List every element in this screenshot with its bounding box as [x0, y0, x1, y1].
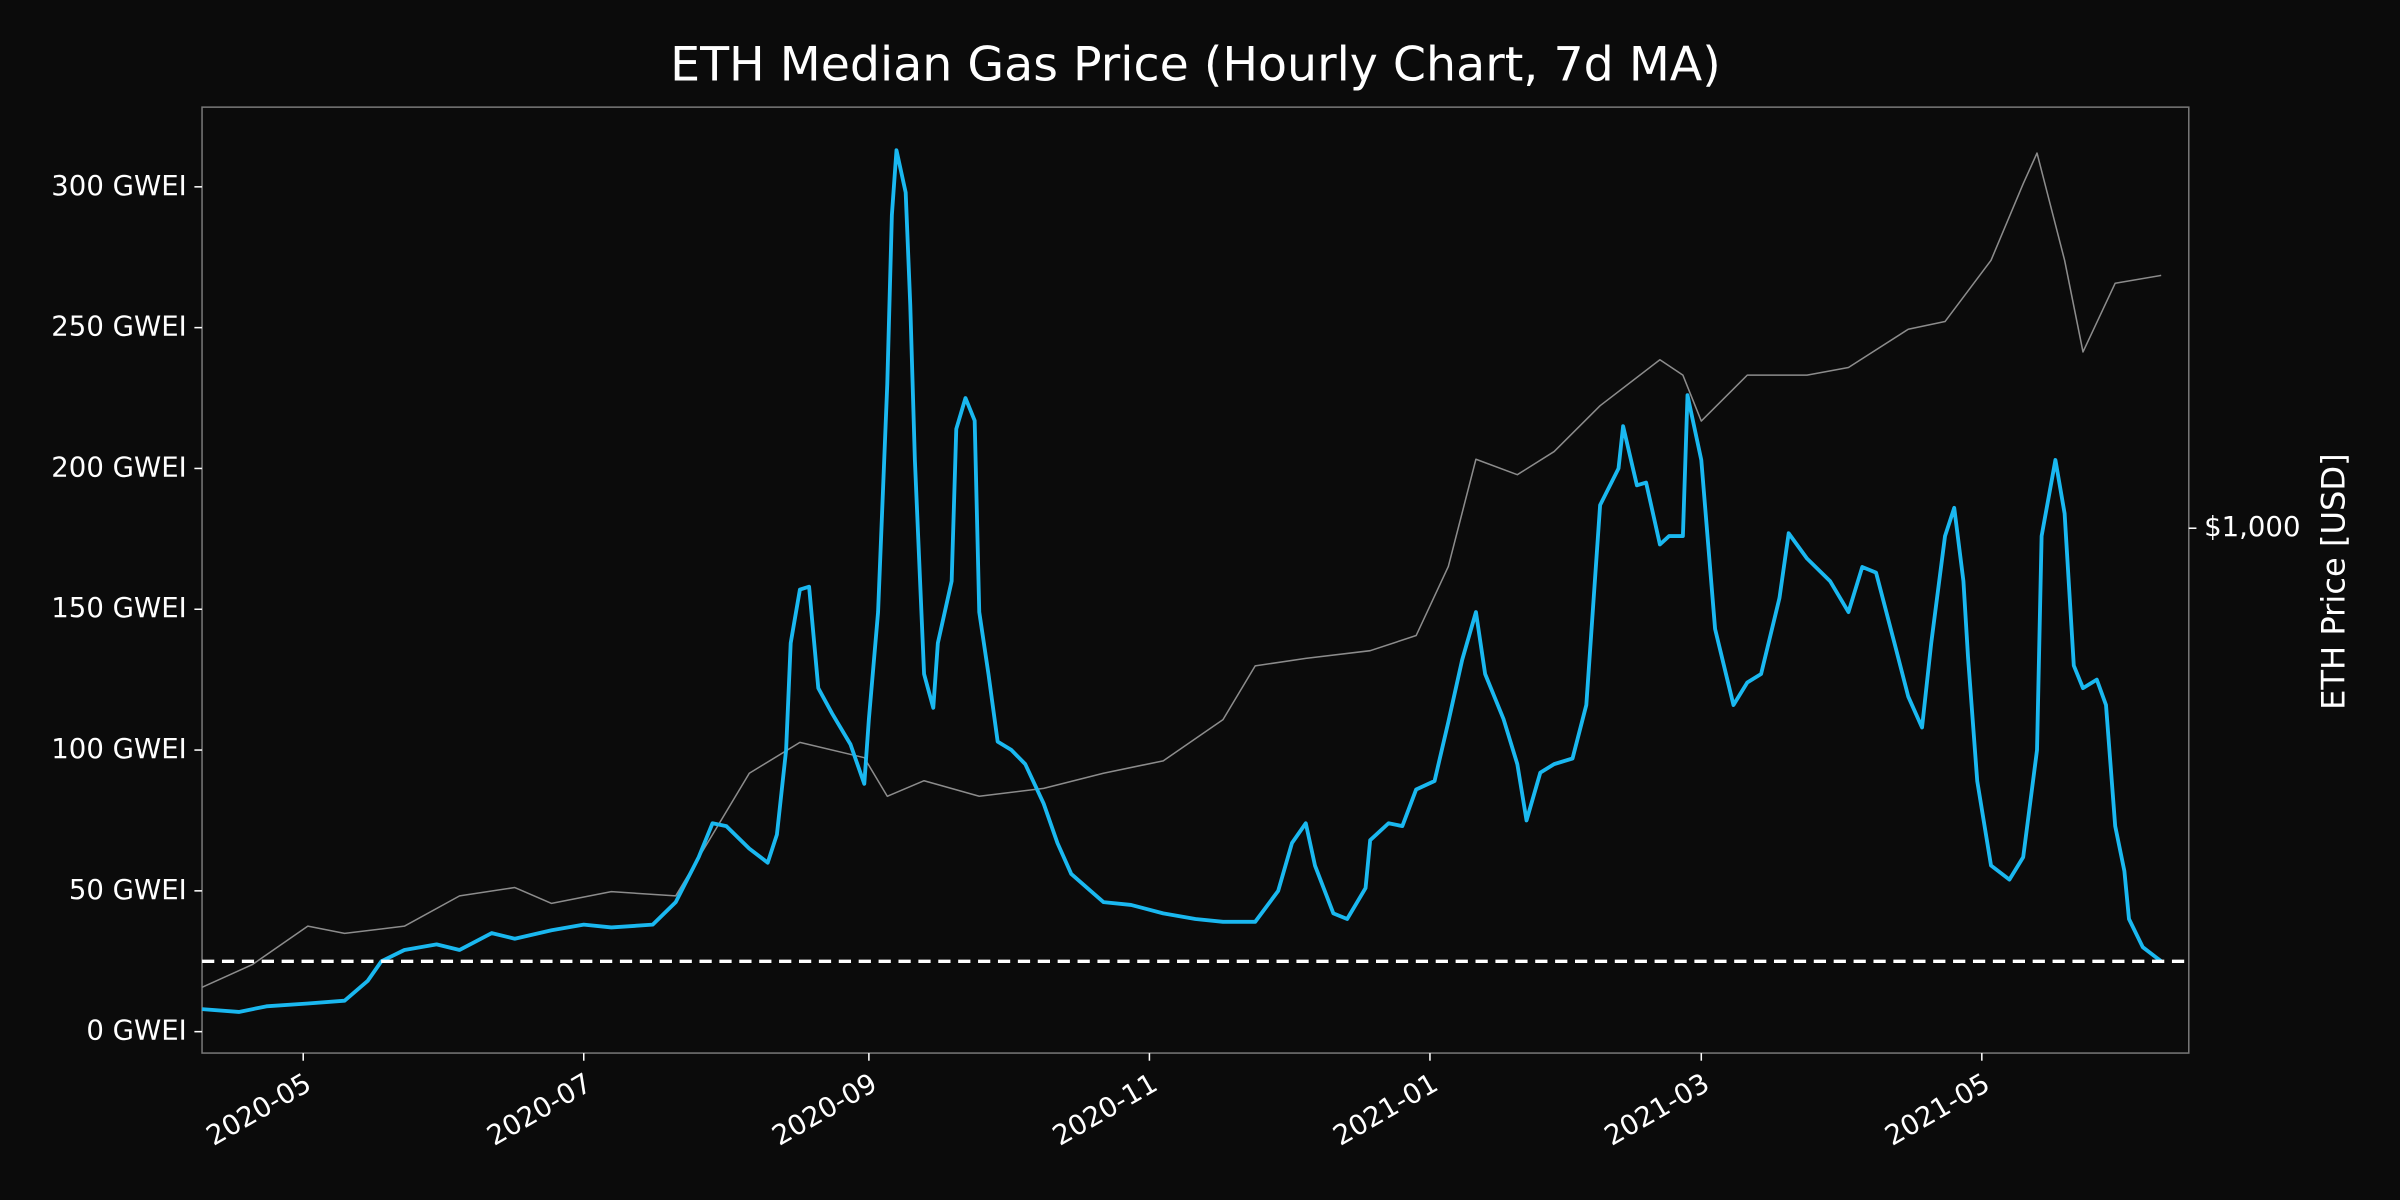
chart-title: ETH Median Gas Price (Hourly Chart, 7d M… — [670, 37, 1721, 92]
y-tick-label: 250 GWEI — [51, 311, 186, 343]
y-tick-label: 50 GWEI — [69, 874, 187, 906]
y-tick-label: 200 GWEI — [51, 451, 186, 483]
y-tick-label: 100 GWEI — [51, 733, 186, 765]
price-line — [201, 152, 2162, 988]
y2-tick-label: $1,000 — [2204, 511, 2300, 543]
gas-line — [201, 148, 2163, 1014]
y-tick-label: 0 GWEI — [86, 1015, 186, 1047]
plot-area — [201, 106, 2190, 1054]
y-tick-label: 300 GWEI — [51, 170, 186, 202]
y-tick-label: 150 GWEI — [51, 592, 186, 624]
y2-axis-label: ETH Price [USD] — [2315, 453, 2353, 710]
